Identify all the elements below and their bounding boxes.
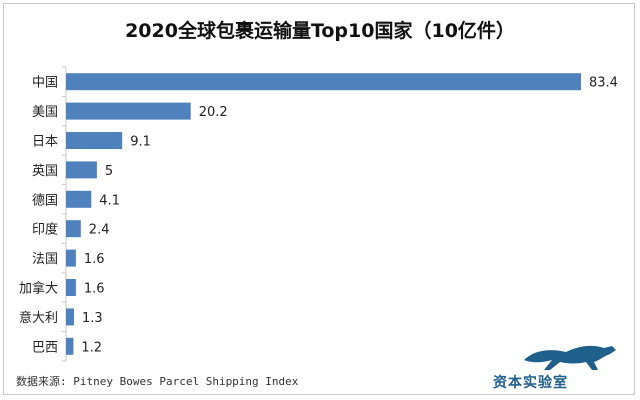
category-label: 英国 — [32, 164, 58, 179]
chart-title: 2020全球包裹运输量Top10国家（10亿件） — [125, 20, 515, 42]
category-label: 巴西 — [32, 340, 58, 355]
bar-1 — [66, 102, 191, 120]
value-label: 83.4 — [589, 76, 618, 91]
bar-3 — [66, 161, 97, 179]
value-label: 4.1 — [99, 193, 120, 208]
chart-frame — [3, 3, 635, 395]
value-label: 1.3 — [82, 311, 103, 326]
value-label: 5 — [105, 164, 113, 179]
bar-4 — [66, 190, 92, 208]
bar-5 — [66, 220, 81, 238]
category-label: 中国 — [32, 76, 58, 91]
bar-6 — [66, 249, 76, 267]
value-label: 20.2 — [199, 105, 228, 120]
category-label: 法国 — [32, 252, 58, 267]
bar-9 — [66, 337, 74, 355]
bar-7 — [66, 279, 76, 296]
bar-0 — [66, 73, 581, 91]
value-label: 9.1 — [130, 135, 151, 150]
category-label: 印度 — [32, 222, 58, 238]
value-label: 1.6 — [84, 252, 105, 267]
category-label: 美国 — [32, 105, 58, 120]
bar-8 — [66, 308, 74, 326]
value-label: 2.4 — [89, 223, 110, 238]
category-label: 德国 — [32, 193, 58, 208]
panther-logo-icon — [524, 345, 616, 370]
bar-2 — [66, 132, 123, 149]
source-note: 数据来源: Pitney Bowes Parcel Shipping Index — [16, 375, 299, 388]
value-label: 1.6 — [84, 282, 105, 297]
category-label: 加拿大 — [19, 281, 58, 297]
category-label: 意大利 — [19, 310, 58, 326]
brand-name: 资本实验室 — [493, 375, 568, 391]
value-label: 1.2 — [81, 340, 102, 355]
category-label: 日本 — [32, 135, 58, 150]
